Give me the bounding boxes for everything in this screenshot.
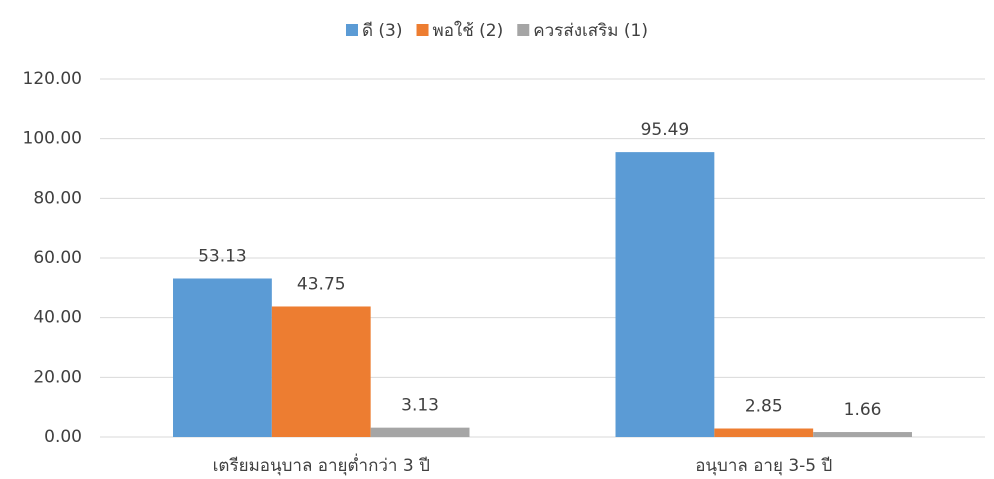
legend-label: ควรส่งเสริม (1) bbox=[533, 21, 648, 41]
y-tick-label: 20.00 bbox=[33, 367, 82, 387]
bar bbox=[173, 278, 272, 437]
data-label: 53.13 bbox=[198, 246, 247, 266]
bar bbox=[615, 152, 715, 437]
bar bbox=[813, 432, 912, 437]
data-label: 3.13 bbox=[401, 396, 439, 416]
y-tick-label: 60.00 bbox=[33, 248, 82, 268]
legend-swatch bbox=[517, 24, 530, 36]
legend-swatch bbox=[345, 24, 358, 36]
y-tick-label: 100.00 bbox=[23, 129, 82, 149]
data-label: 2.85 bbox=[745, 396, 783, 416]
y-tick-label: 40.00 bbox=[33, 308, 82, 328]
legend-label: ดี (3) bbox=[362, 21, 403, 41]
data-label: 43.75 bbox=[297, 274, 346, 294]
bar bbox=[271, 306, 371, 437]
y-tick-label: 0.00 bbox=[44, 427, 82, 447]
bar bbox=[370, 427, 470, 437]
y-tick-label: 80.00 bbox=[33, 188, 82, 208]
bar bbox=[714, 428, 814, 437]
y-tick-label: 120.00 bbox=[23, 69, 82, 89]
legend-swatch bbox=[416, 24, 429, 36]
data-label: 95.49 bbox=[641, 120, 690, 140]
x-tick-label: เตรียมอนุบาล อายุต่ำกว่า 3 ปี bbox=[213, 453, 430, 476]
x-tick-label: อนุบาล อายุ 3-5 ปี bbox=[695, 456, 832, 476]
data-label: 1.66 bbox=[844, 400, 882, 420]
legend-label: พอใช้ (2) bbox=[433, 20, 504, 41]
